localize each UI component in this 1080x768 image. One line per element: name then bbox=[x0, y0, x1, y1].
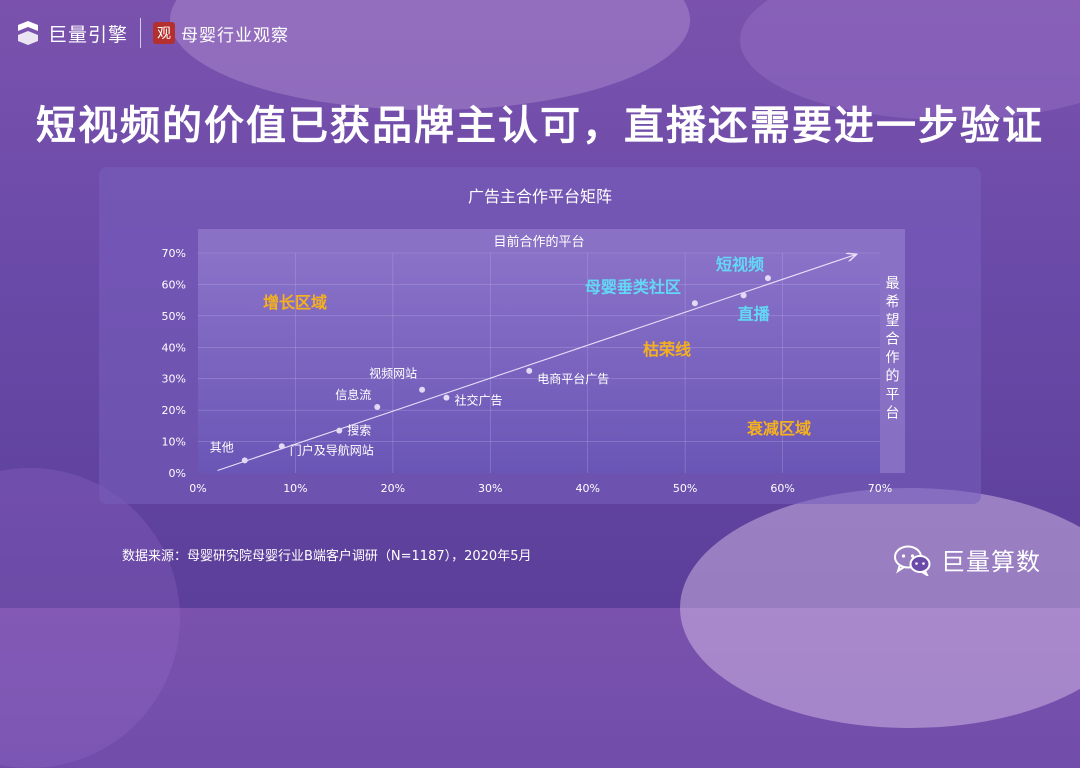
y-axis-label-char: 的 bbox=[886, 369, 900, 385]
y-axis-label-char: 平 bbox=[886, 387, 900, 403]
zone-label-growth: 增长区域 bbox=[263, 293, 327, 312]
y-tick-label: 0% bbox=[169, 467, 186, 480]
trend-line-label: 枯荣线 bbox=[643, 340, 691, 359]
data-point bbox=[419, 386, 426, 393]
wechat-icon bbox=[894, 545, 931, 576]
data-point bbox=[526, 367, 533, 374]
x-tick-label: 0% bbox=[189, 482, 206, 495]
data-point bbox=[740, 292, 747, 299]
data-point-label: 母婴垂类社区 bbox=[585, 277, 681, 296]
y-tick-label: 10% bbox=[162, 436, 186, 449]
brand-secondary: 母婴行业观察 bbox=[181, 25, 290, 46]
data-point-label: 直播 bbox=[738, 304, 771, 323]
zone-label-decline: 衰减区域 bbox=[746, 419, 811, 438]
x-label-band bbox=[198, 229, 880, 253]
data-source-note: 数据来源：母婴研究院母婴行业B端客户调研（N=1187），2020年5月 bbox=[122, 549, 532, 564]
data-point-label: 门户及导航网站 bbox=[290, 442, 374, 457]
y-tick-label: 60% bbox=[162, 278, 186, 291]
y-tick-label: 40% bbox=[162, 341, 186, 354]
x-tick-label: 70% bbox=[868, 482, 892, 495]
y-tick-label: 50% bbox=[162, 310, 186, 323]
y-tick-label: 20% bbox=[162, 404, 186, 417]
page-title: 短视频的价值已获品牌主认可，直播还需要进一步验证 bbox=[36, 103, 1044, 149]
data-point bbox=[278, 443, 285, 450]
data-point bbox=[336, 427, 343, 434]
wechat-account: 巨量算数 bbox=[893, 542, 1041, 577]
y-axis-label-char: 希 bbox=[886, 295, 900, 311]
logo-divider bbox=[140, 18, 142, 48]
wechat-account-name: 巨量算数 bbox=[941, 548, 1041, 576]
x-tick-label: 20% bbox=[381, 482, 405, 495]
y-tick-label: 30% bbox=[162, 373, 186, 386]
chart-title: 广告主合作平台矩阵 bbox=[467, 187, 612, 206]
data-point-label: 信息流 bbox=[335, 387, 371, 402]
y-axis-label-char: 台 bbox=[886, 406, 900, 422]
y-axis-label-char: 望 bbox=[886, 313, 900, 329]
y-axis-label-char: 合 bbox=[886, 332, 900, 348]
seal-icon: 观 bbox=[153, 22, 176, 44]
y-tick-label: 70% bbox=[162, 247, 186, 260]
data-point-label: 视频网站 bbox=[369, 366, 417, 381]
data-point-label: 其他 bbox=[210, 440, 234, 454]
y-label-band bbox=[880, 229, 905, 473]
trend-line-arrow bbox=[217, 255, 855, 472]
data-point-label: 社交广告 bbox=[454, 393, 502, 408]
x-tick-label: 30% bbox=[478, 482, 502, 495]
data-point-label: 搜索 bbox=[347, 423, 371, 438]
data-point-label: 电商平台广告 bbox=[537, 371, 609, 386]
data-point bbox=[374, 404, 381, 410]
ocean-engine-logo-icon bbox=[18, 21, 38, 45]
logo-bar: 巨量引擎 观 母婴行业观察 bbox=[14, 14, 289, 52]
y-axis-label-char: 作 bbox=[886, 350, 900, 366]
data-point bbox=[443, 394, 450, 401]
x-tick-label: 50% bbox=[673, 482, 697, 495]
x-tick-label: 10% bbox=[283, 482, 307, 495]
data-point bbox=[691, 300, 698, 307]
data-point bbox=[241, 457, 248, 464]
x-tick-label: 40% bbox=[575, 482, 599, 495]
x-tick-label: 60% bbox=[770, 482, 794, 495]
data-point bbox=[764, 275, 771, 282]
x-axis-label: 目前合作的平台 bbox=[493, 234, 584, 250]
brand-primary: 巨量引擎 bbox=[48, 23, 129, 46]
data-point-label: 短视频 bbox=[716, 255, 764, 274]
plot-area bbox=[198, 253, 880, 473]
y-axis-label-char: 最 bbox=[886, 276, 900, 292]
